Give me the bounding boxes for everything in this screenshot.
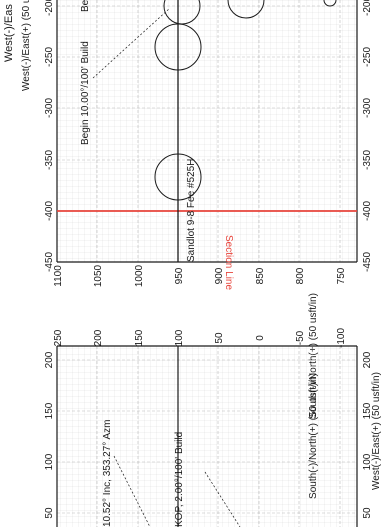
kop-leader-line (204, 471, 241, 527)
right-plot-grid (57, 0, 357, 262)
right-y-tick-label: 850 (255, 267, 266, 284)
build-annotation: Begin 10.00°/100' Build (80, 41, 91, 145)
right-top-tick-label: -250 (44, 47, 55, 67)
right-y-tick-label: 750 (336, 267, 347, 284)
right-y-tick-label: 900 (214, 267, 225, 284)
right-bottom-axis-label: West(-)/East(+) (50 usft/in) (371, 372, 381, 490)
left-top-tick-label: 200 (44, 351, 55, 368)
right-top-tick-label: -400 (44, 201, 55, 221)
target-circle-4 (227, 0, 265, 19)
right-top-tick-labels: -450 -400 -350 -300 -250 -200 (44, 0, 55, 272)
left-top-tick-label: 100 (44, 453, 55, 470)
section-line-label: Section Line (223, 235, 234, 290)
build-leader-line (92, 7, 171, 79)
right-y-tick-label: 1000 (134, 264, 145, 287)
left-bottom-tick-label: 150 (362, 402, 373, 419)
right-top-axis-label: West(-)/East(+) (50 usft/in) (21, 0, 32, 91)
left-y-tick-label: 100 (174, 329, 185, 346)
right-bottom-tick-label: -350 (362, 150, 373, 170)
left-y-tick-label: 250 (53, 329, 64, 346)
right-bottom-tick-label: -200 (362, 0, 373, 16)
right-top-tick-label: -200 (44, 0, 55, 16)
left-top-tick-labels: 200 150 100 50 (44, 351, 55, 518)
right-bottom-tick-label: -450 (362, 252, 373, 272)
left-y-tick-label: -50 (295, 330, 306, 345)
left-plot-grid (57, 346, 357, 527)
well-label: Sandlot 9-8 Fee #525H (186, 159, 197, 262)
right-y-tick-labels: 1100 1050 1000 950 900 850 800 750 (53, 264, 347, 287)
left-top-tick-label: 50 (44, 507, 55, 519)
right-y-tick-label: 950 (174, 267, 185, 284)
left-bottom-tick-labels: 200 150 100 50 (362, 351, 373, 518)
right-y-tick-label: 1100 (53, 265, 64, 287)
right-top-tick-label: -300 (44, 98, 55, 118)
left-y-tick-label: 150 (134, 329, 145, 346)
right-top-tick-label: -350 (44, 150, 55, 170)
left-y-tick-label: -100 (336, 328, 347, 348)
right-bottom-tick-label: -300 (362, 98, 373, 118)
left-y-tick-label: 50 (214, 332, 225, 344)
left-y-axis-label: South(-)/North(+) (50 usft/in) (308, 373, 319, 499)
left-bottom-tick-label: 50 (362, 507, 373, 519)
right-top-tick-label: -450 (44, 252, 55, 272)
left-plot: 250 200 150 100 50 0 -50 -100 200 150 100 50 200 15… (44, 328, 373, 527)
left-bottom-tick-label: 200 (362, 351, 373, 368)
right-y-tick-label: 1050 (93, 264, 104, 287)
right-plot: West(-)/Eas West(-)/East(+) (50 usft/in)… (3, 0, 381, 490)
left-bottom-tick-label: 100 (362, 453, 373, 470)
left-y-tick-label: 0 (255, 335, 266, 341)
inc-leader-line (113, 455, 151, 527)
build-annotation-partial: Be (80, 0, 91, 12)
left-y-tick-labels: 250 200 150 100 50 0 -50 -100 (53, 328, 347, 348)
target-circle-5 (323, 0, 337, 7)
inc-azm-annotation: 10.52° Inc, 353.27° Azm (102, 419, 113, 527)
left-y-tick-label: 200 (93, 329, 104, 346)
left-top-tick-label: 150 (44, 402, 55, 419)
kop-annotation: KOP, 2.00°/100' Build (174, 432, 185, 527)
target-circle-1 (154, 153, 202, 201)
target-circle-3 (163, 0, 201, 25)
right-bottom-tick-label: -250 (362, 47, 373, 67)
right-header-text: West(-)/Eas (3, 4, 15, 62)
right-y-tick-label: 800 (295, 267, 306, 284)
right-bottom-tick-label: -400 (362, 201, 373, 221)
right-bottom-tick-labels: -450 -400 -350 -300 -250 -200 (362, 0, 373, 272)
